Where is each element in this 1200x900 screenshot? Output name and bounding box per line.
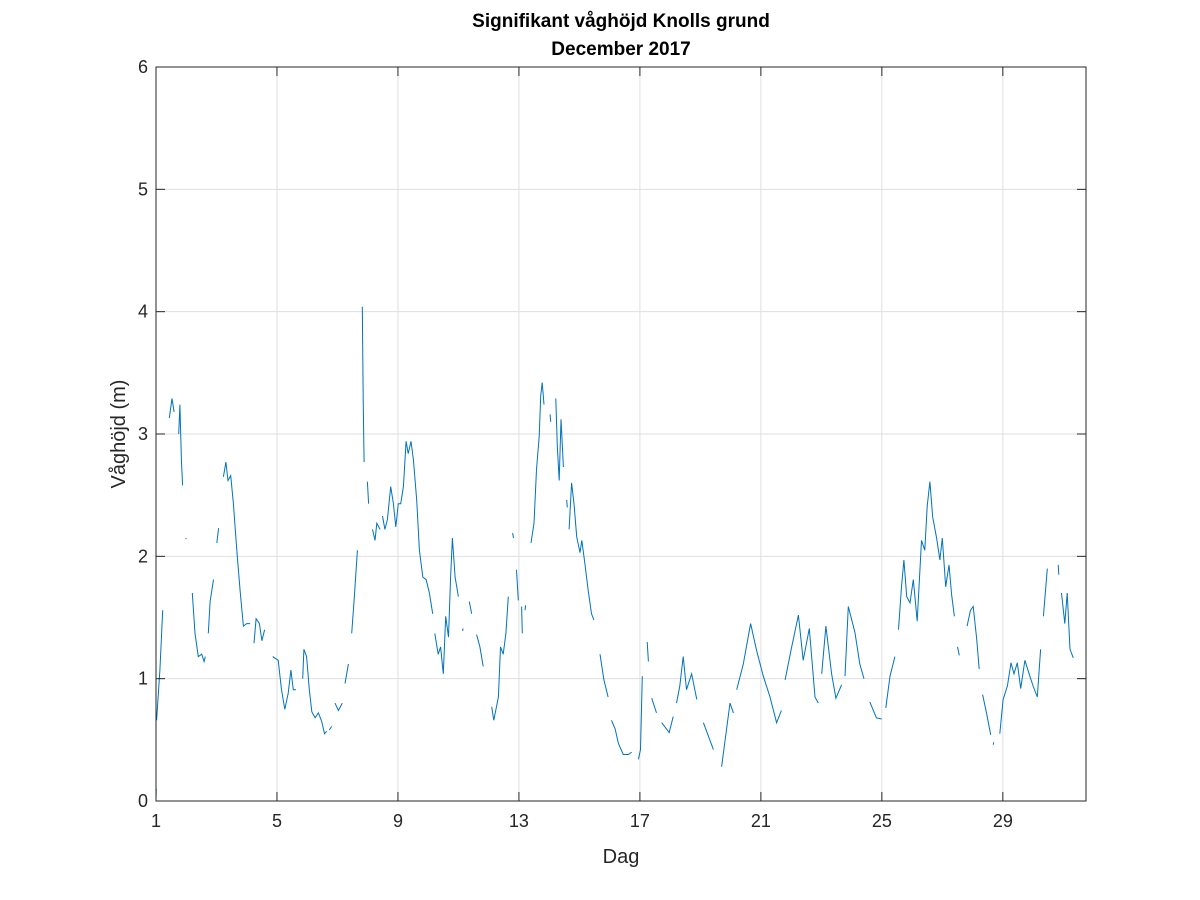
grid <box>155 66 1086 802</box>
series-segment <box>957 646 960 656</box>
series-segment <box>1061 592 1074 659</box>
series-segment <box>178 404 184 486</box>
series-segment <box>646 641 649 662</box>
series-segment <box>549 414 552 422</box>
x-tick-label: 17 <box>630 811 650 831</box>
series-segment <box>702 722 714 750</box>
series-segment <box>253 617 266 644</box>
chart-subtitle: December 2017 <box>551 39 690 60</box>
series-segment <box>885 656 896 709</box>
series-segment <box>344 663 349 684</box>
series-segment <box>736 623 782 725</box>
series-segment <box>207 579 214 634</box>
series-segment <box>844 606 865 679</box>
series-segment <box>651 698 657 714</box>
series-segment <box>328 726 333 731</box>
series-segment <box>966 605 980 669</box>
data-line <box>155 306 1074 799</box>
series-segment <box>351 550 358 634</box>
series-segment <box>1057 564 1060 575</box>
series-segment <box>216 528 220 543</box>
series-segment <box>156 610 164 721</box>
series-segment <box>530 382 545 543</box>
series-segment <box>521 606 523 634</box>
series-segment <box>721 702 734 767</box>
series-segment <box>982 694 992 735</box>
series-segment <box>191 592 206 664</box>
series-segment <box>661 716 674 734</box>
series-segment <box>611 720 632 755</box>
series-segment <box>434 537 459 674</box>
x-tick-label: 29 <box>993 811 1013 831</box>
series-segment <box>637 676 643 760</box>
series-segment <box>821 626 843 700</box>
series-segment <box>869 701 882 720</box>
series-segment <box>372 521 381 541</box>
x-axis-label: Dag <box>603 846 640 868</box>
y-tick-label: 3 <box>138 424 148 444</box>
series-segment <box>992 742 995 745</box>
series-segment <box>566 500 568 508</box>
y-tick-label: 6 <box>138 57 148 77</box>
series-segment <box>382 441 434 614</box>
series-segment <box>676 656 698 704</box>
x-tick-label: 5 <box>272 811 282 831</box>
y-tick-label: 5 <box>138 179 148 199</box>
series-segment <box>168 398 175 419</box>
x-tick-label: 9 <box>393 811 403 831</box>
y-axis-label: Våghöjd (m) <box>108 380 130 489</box>
series-segment <box>468 601 473 614</box>
series-segment <box>361 306 365 463</box>
y-tick-label: 1 <box>138 669 148 689</box>
series-segment <box>476 634 484 667</box>
series-segment <box>366 481 370 504</box>
x-tick-label: 1 <box>151 811 161 831</box>
x-tick-label: 25 <box>872 811 892 831</box>
series-segment <box>524 605 527 611</box>
series-segment <box>898 481 955 630</box>
series-segment <box>222 462 251 628</box>
series-segment <box>516 569 519 601</box>
series-segment <box>568 482 595 621</box>
y-tick-label: 4 <box>138 302 148 322</box>
series-segment <box>302 649 327 735</box>
x-tick-label: 21 <box>751 811 771 831</box>
y-tick-label: 0 <box>138 791 148 811</box>
series-segment <box>272 656 296 710</box>
series-segment <box>599 654 609 698</box>
series-segment <box>999 649 1042 734</box>
y-tick-label: 2 <box>138 546 148 566</box>
chart-title: Signifikant våghöjd Knolls grund <box>472 11 770 32</box>
series-segment <box>512 533 514 539</box>
x-tick-label: 13 <box>509 811 529 831</box>
series-segment <box>491 596 509 721</box>
series-segment <box>1042 568 1048 617</box>
series-segment <box>784 614 819 704</box>
series-segment <box>555 398 564 481</box>
series-segment <box>334 702 343 712</box>
